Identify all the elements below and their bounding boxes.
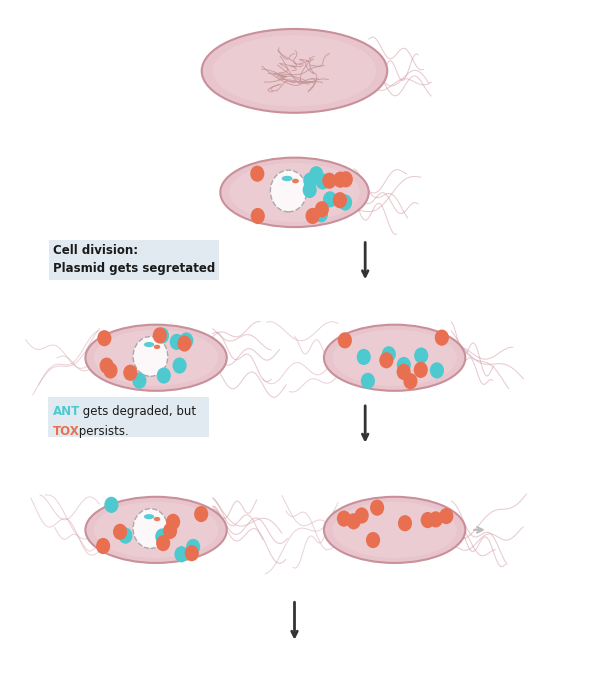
Ellipse shape	[213, 35, 376, 107]
Ellipse shape	[154, 345, 160, 349]
Circle shape	[153, 327, 167, 344]
Circle shape	[133, 373, 147, 389]
Text: ANT: ANT	[53, 405, 80, 418]
Circle shape	[309, 166, 323, 182]
Circle shape	[166, 514, 180, 530]
Circle shape	[97, 330, 111, 346]
Circle shape	[104, 362, 118, 379]
Circle shape	[133, 509, 168, 548]
Circle shape	[173, 358, 187, 374]
Ellipse shape	[144, 514, 154, 519]
Ellipse shape	[85, 325, 227, 391]
Text: Cell division:
Plasmid gets segretated: Cell division: Plasmid gets segretated	[53, 244, 215, 275]
Circle shape	[156, 535, 170, 551]
Circle shape	[118, 528, 133, 544]
Circle shape	[323, 191, 337, 207]
Circle shape	[421, 512, 435, 528]
Text: gets degraded, but: gets degraded, but	[79, 405, 196, 418]
Circle shape	[322, 173, 336, 189]
Circle shape	[157, 367, 171, 383]
Circle shape	[174, 546, 188, 562]
Circle shape	[314, 207, 328, 223]
Circle shape	[177, 335, 191, 352]
Circle shape	[104, 497, 118, 513]
Circle shape	[251, 208, 265, 224]
Circle shape	[194, 506, 209, 522]
Circle shape	[339, 171, 353, 188]
Circle shape	[186, 539, 200, 555]
Ellipse shape	[229, 163, 360, 222]
Ellipse shape	[332, 502, 457, 558]
Circle shape	[170, 333, 184, 350]
Ellipse shape	[94, 329, 219, 386]
Circle shape	[346, 513, 360, 529]
Circle shape	[303, 182, 317, 198]
Circle shape	[397, 357, 411, 373]
Ellipse shape	[154, 517, 160, 521]
Circle shape	[100, 358, 114, 374]
Ellipse shape	[220, 158, 369, 227]
Circle shape	[179, 332, 193, 348]
Ellipse shape	[144, 342, 154, 347]
Circle shape	[163, 523, 177, 539]
Ellipse shape	[332, 329, 457, 386]
Circle shape	[355, 508, 369, 524]
Circle shape	[185, 545, 199, 562]
Ellipse shape	[282, 176, 293, 181]
Circle shape	[370, 500, 384, 516]
Circle shape	[439, 508, 454, 524]
Circle shape	[250, 165, 264, 182]
Circle shape	[357, 349, 371, 365]
Ellipse shape	[201, 29, 388, 113]
Circle shape	[315, 201, 329, 217]
Circle shape	[396, 364, 411, 380]
Circle shape	[333, 192, 347, 209]
Circle shape	[123, 364, 137, 381]
Circle shape	[306, 208, 320, 224]
Circle shape	[379, 352, 393, 369]
Circle shape	[366, 532, 380, 548]
Circle shape	[403, 373, 418, 389]
Circle shape	[155, 529, 170, 545]
Circle shape	[361, 373, 375, 389]
Circle shape	[338, 332, 352, 348]
Circle shape	[303, 172, 317, 188]
Circle shape	[435, 329, 449, 346]
Ellipse shape	[292, 179, 299, 184]
Circle shape	[337, 510, 351, 526]
Circle shape	[338, 194, 352, 211]
Circle shape	[113, 524, 127, 540]
Circle shape	[429, 511, 443, 527]
Circle shape	[155, 327, 169, 344]
Ellipse shape	[324, 325, 465, 391]
Circle shape	[398, 515, 412, 531]
Text: TOX: TOX	[53, 425, 80, 437]
Circle shape	[333, 171, 348, 188]
Circle shape	[413, 362, 428, 378]
Circle shape	[414, 348, 428, 364]
Circle shape	[316, 173, 330, 190]
Circle shape	[430, 362, 444, 379]
Circle shape	[382, 346, 396, 362]
Text: persists.: persists.	[75, 425, 128, 437]
Circle shape	[133, 337, 168, 376]
FancyBboxPatch shape	[48, 397, 209, 437]
Circle shape	[96, 538, 110, 554]
Ellipse shape	[85, 497, 227, 563]
Ellipse shape	[94, 502, 219, 558]
Circle shape	[270, 170, 307, 212]
Ellipse shape	[324, 497, 465, 563]
